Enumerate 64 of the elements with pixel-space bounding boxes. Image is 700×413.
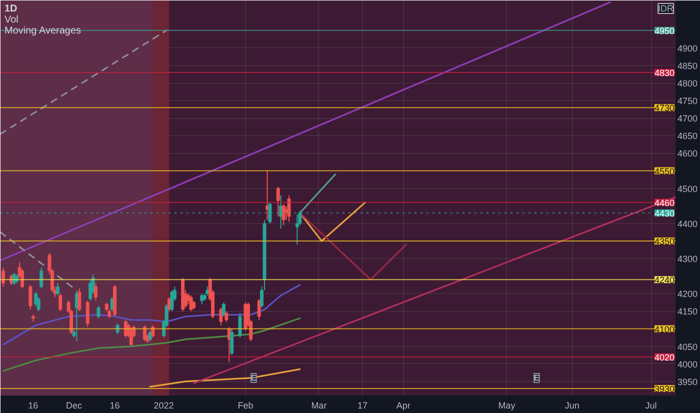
x-tick-label: 17 [357,400,368,410]
candlestick [58,293,62,312]
y-tick-label: 4000 [678,359,698,370]
y-tick-label: 3950 [678,376,698,387]
y-tick-label: 4500 [678,184,698,194]
y-tick-label: 4900 [678,43,698,54]
x-tick-label: Dec [66,400,82,410]
ref-line-label: 4730 [654,103,675,114]
ref-line-label: 4550 [654,166,675,176]
ref-line-label: 4240 [654,275,675,286]
x-tick-label: May [498,400,516,410]
y-tick-label: 4050 [678,342,698,352]
x-tick-label: Jun [564,400,580,410]
y-tick-label: 4800 [678,78,698,89]
ref-line-label: 4020 [654,352,675,362]
candlestick [1,266,5,288]
candlestick [222,302,226,317]
ref-line-label: 4430 [654,208,675,218]
y-tick-label: 4200 [678,289,698,300]
y-tick-label: 4600 [678,148,698,159]
ref-line-label: 4350 [654,236,675,247]
candlestick [40,266,44,289]
ref-line-label: 4950 [654,26,675,36]
y-axis-title: IDR [658,4,674,14]
y-tick-label: 4150 [678,306,698,317]
annotation: Moving Averages [4,26,82,36]
ref-line-label: 4100 [654,324,675,334]
annotation: E [534,373,540,382]
x-tick-label: 16 [28,400,38,410]
chart-title: 1D [4,4,18,14]
candlestick [96,305,100,319]
x-tick-label: Apr [396,400,410,410]
y-tick-label: 4700 [678,114,698,124]
candlestick [94,282,98,302]
y-tick-label: 4400 [678,218,698,229]
candlestick [230,328,234,356]
line-series [149,368,301,388]
ref-line-label: 4460 [654,198,675,208]
x-tick-label: Feb [238,400,254,410]
candlestick [257,298,261,321]
candlestick [276,186,280,217]
annotation: Vol [4,14,18,26]
ref-line-label: 3930 [654,384,675,394]
x-tick-label: 16 [110,400,120,410]
line-series [2,317,301,372]
candlestick [28,284,32,310]
line-series [2,284,301,346]
annotation: E [250,373,256,382]
y-tick-label: 4300 [678,254,698,264]
candlestick [56,282,60,296]
candlestick [200,293,204,305]
candlestick [170,290,174,312]
ref-line-label: 4830 [654,68,675,78]
candlestick [151,324,155,338]
x-tick-label: 2022 [154,400,174,410]
candlestick [295,214,299,246]
y-tick-label: 4650 [678,131,698,142]
candlestick [238,312,242,338]
x-tick-label: Mar [311,400,327,410]
candlestick [86,300,90,328]
y-tick-label: 4850 [678,60,698,71]
x-tick-label: Jul [645,400,657,410]
candlestick [78,288,82,312]
y-tick-label: 4750 [678,96,698,106]
